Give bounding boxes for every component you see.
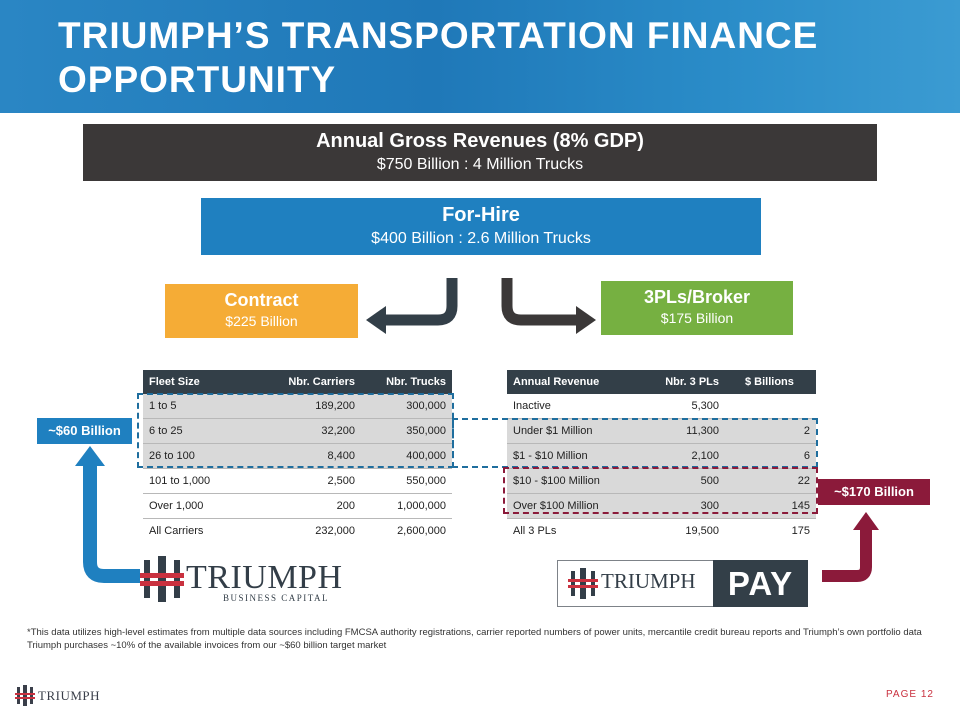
footer-brand: TRIUMPH xyxy=(38,688,101,703)
gross-revenue-title: Annual Gross Revenues (8% GDP) xyxy=(316,130,644,152)
for-hire-subtitle: $400 Billion : 2.6 Million Trucks xyxy=(371,230,591,247)
table-row: All Carriers 232,000 2,600,000 xyxy=(143,519,452,544)
table-cell: 2,600,000 xyxy=(397,525,446,537)
table-cell xyxy=(725,394,816,419)
table-cell: 400,000 xyxy=(361,443,452,469)
triumph-pay-word: TRIUMPH xyxy=(601,569,696,593)
revenue-highlight-region xyxy=(452,418,818,468)
table-cell: 1,000,000 xyxy=(361,493,452,519)
business-capital-logo-word: TRIUMPH xyxy=(186,559,343,596)
table-row: Inactive 5,300 xyxy=(507,394,816,419)
table-cell: 32,200 xyxy=(261,418,361,444)
table-cell: 189,200 xyxy=(261,394,361,419)
table-cell: All Carriers xyxy=(149,525,204,537)
table-cell: 550,000 xyxy=(361,468,452,494)
contract-box: Contract $225 Billion xyxy=(165,284,358,338)
table-cell: 22 xyxy=(725,468,816,494)
table-row: Over $100 Million 300 145 xyxy=(507,493,816,519)
fleet-header-trucks: Nbr. Trucks xyxy=(361,370,452,394)
table-row: 101 to 1,000 2,500 550,000 xyxy=(143,468,452,494)
table-row: 6 to 25 32,200 350,000 xyxy=(143,418,452,444)
table-row: 26 to 100 8,400 400,000 xyxy=(143,443,452,469)
table-row: 1 to 5 189,200 300,000 xyxy=(143,394,452,419)
broker-box: 3PLs/Broker $175 Billion xyxy=(601,281,793,335)
table-cell: 2,500 xyxy=(261,468,361,494)
broker-title: 3PLs/Broker xyxy=(643,287,751,307)
for-hire-box: For-Hire $400 Billion : 2.6 Million Truc… xyxy=(201,198,761,255)
table-cell: 300,000 xyxy=(361,394,452,419)
footer-cross-icon xyxy=(15,685,35,706)
triumph-cross-icon xyxy=(140,556,184,602)
table-cell: 175 xyxy=(791,525,810,537)
fleet-size-table: Fleet Size Nbr. Carriers Nbr. Trucks 1 t… xyxy=(143,370,452,543)
page-number: PAGE 12 xyxy=(886,689,934,700)
for-hire-title: For-Hire xyxy=(442,204,520,226)
broker-subtitle: $175 Billion xyxy=(660,310,734,326)
table-cell: 232,000 xyxy=(315,525,355,537)
arrow-to-contract-icon xyxy=(366,278,458,334)
arrow-up-right-icon xyxy=(822,512,879,582)
large-broker-highlight-region xyxy=(503,467,818,514)
fleet-header-size: Fleet Size xyxy=(143,370,261,394)
sixty-billion-label: ~$60 Billion xyxy=(37,418,132,444)
fleet-header-carriers: Nbr. Carriers xyxy=(261,370,361,394)
table-cell: $10 - $100 Million xyxy=(507,468,625,494)
table-row: Over 1,000 200 1,000,000 xyxy=(143,493,452,519)
table-cell: 5,300 xyxy=(625,394,725,419)
table-cell: All 3 PLs xyxy=(513,525,557,537)
table-row: Under $1 Million 11,300 2 xyxy=(507,418,816,444)
arrow-up-left-icon xyxy=(75,446,140,583)
table-row: All 3 PLs 19,500 175 xyxy=(507,519,816,544)
table-cell: 11,300 xyxy=(625,418,725,444)
table-cell: 2 xyxy=(725,418,816,444)
page-title: TRIUMPH’S TRANSPORTATION FINANCE OPPORTU… xyxy=(58,15,819,100)
table-cell: 500 xyxy=(625,468,725,494)
table-cell: Over $100 Million xyxy=(507,493,625,519)
footnote-line-2: Triumph purchases ~10% of the available … xyxy=(27,639,387,651)
triumph-pay-cross-icon xyxy=(568,568,598,599)
revenue-header-count: Nbr. 3 PLs xyxy=(625,370,725,394)
header-banner xyxy=(0,0,960,113)
fleet-highlight-region xyxy=(137,393,454,468)
table-cell: Under $1 Million xyxy=(507,418,625,444)
gross-revenue-box: Annual Gross Revenues (8% GDP) $750 Bill… xyxy=(83,124,877,181)
table-cell: 6 to 25 xyxy=(143,418,261,444)
table-cell: 300 xyxy=(625,493,725,519)
table-cell: $1 - $10 Million xyxy=(507,443,625,469)
arrow-to-broker-icon xyxy=(501,278,596,334)
table-cell: 350,000 xyxy=(361,418,452,444)
business-capital-logo-sub: BUSINESS CAPITAL xyxy=(223,593,330,603)
one-seventy-billion-label: ~$170 Billion xyxy=(818,479,930,505)
table-cell: 200 xyxy=(261,493,361,519)
footnote-line-1: *This data utilizes high-level estimates… xyxy=(27,627,922,638)
revenue-header-billions: $ Billions xyxy=(725,370,816,394)
pay-label: PAY xyxy=(713,560,808,607)
table-cell: 8,400 xyxy=(261,443,361,469)
revenue-header-annual: Annual Revenue xyxy=(507,370,625,394)
contract-subtitle: $225 Billion xyxy=(225,313,298,329)
table-row: $10 - $100 Million 500 22 xyxy=(507,468,816,494)
footnote: *This data utilizes high-level estimates… xyxy=(27,627,927,652)
contract-title: Contract xyxy=(224,290,299,310)
table-cell: 19,500 xyxy=(685,525,719,537)
table-cell: Over 1,000 xyxy=(143,493,261,519)
table-cell: 101 to 1,000 xyxy=(143,468,261,494)
gross-revenue-subtitle: $750 Billion : 4 Million Trucks xyxy=(376,156,584,173)
annual-revenue-table: Annual Revenue Nbr. 3 PLs $ Billions Ina… xyxy=(507,370,816,543)
table-cell: 145 xyxy=(725,493,816,519)
table-cell: 26 to 100 xyxy=(143,443,261,469)
table-cell: Inactive xyxy=(507,394,625,419)
table-cell: 1 to 5 xyxy=(143,394,261,419)
table-cell: 2,100 xyxy=(625,443,725,469)
